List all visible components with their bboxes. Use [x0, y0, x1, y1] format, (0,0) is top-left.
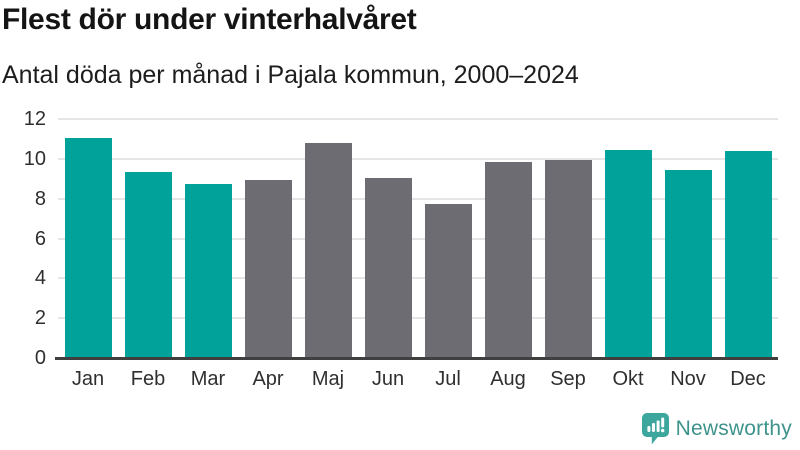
bar-okt: [604, 149, 652, 357]
x-tick-label-jun: Jun: [371, 368, 405, 390]
x-axis-line: [55, 357, 778, 360]
gridline-y-12: [58, 118, 778, 120]
gridline-y-10: [58, 157, 778, 160]
x-tick-label-feb: Feb: [130, 368, 166, 390]
chart-title: Flest dör under vinterhalvåret: [2, 3, 417, 36]
x-tick-label-sep: Sep: [550, 368, 586, 390]
x-tick-label-jan: Jan: [71, 368, 105, 390]
y-tick-label: 6: [34, 227, 46, 250]
bar-maj: [304, 142, 352, 357]
y-tick-label: 10: [23, 147, 46, 170]
x-tick-label-nov: Nov: [670, 368, 706, 390]
plot-area: 0 2 4 6 8 10 12 Jan Feb Mar Apr Maj Jun Jul Aug Sep Okt N…: [24, 108, 778, 390]
x-tick-label-aug: Aug: [490, 368, 526, 390]
y-tick-label: 4: [34, 267, 46, 290]
y-tick-label: 12: [23, 108, 46, 130]
gridline-y-4: [58, 277, 778, 280]
bar-mar: [184, 183, 232, 357]
bar-nov: [664, 169, 712, 357]
bar-aug: [484, 161, 532, 357]
bar-jun: [364, 177, 412, 357]
y-tick-label: 8: [34, 187, 46, 210]
brand-name: Newsworthy: [675, 417, 792, 440]
chart-subtitle: Antal döda per månad i Pajala kommun, 20…: [2, 61, 579, 89]
newsworthy-speech-bubble-bar-chart-icon: [641, 413, 669, 445]
bar-jul: [424, 203, 472, 357]
x-tick-label-maj: Maj: [311, 368, 345, 390]
bar-feb: [124, 171, 172, 357]
gridline-y-8: [58, 197, 778, 200]
x-tick-label-apr: Apr: [252, 368, 284, 390]
y-tick-label: 0: [34, 347, 46, 369]
y-tick-label: 2: [34, 307, 46, 330]
bar-sep: [544, 159, 592, 357]
gridline-y-6: [58, 237, 778, 240]
bar-jan: [64, 137, 112, 357]
x-tick-label-dec: Dec: [730, 368, 766, 390]
gridline-y-2: [58, 317, 778, 320]
bar-dec: [724, 150, 772, 357]
x-tick-label-okt: Okt: [612, 368, 644, 390]
x-tick-label-mar: Mar: [190, 368, 226, 390]
newsworthy-logo: Newsworthy: [641, 413, 792, 445]
x-tick-label-jul: Jul: [435, 368, 461, 390]
bar-apr: [244, 179, 292, 357]
